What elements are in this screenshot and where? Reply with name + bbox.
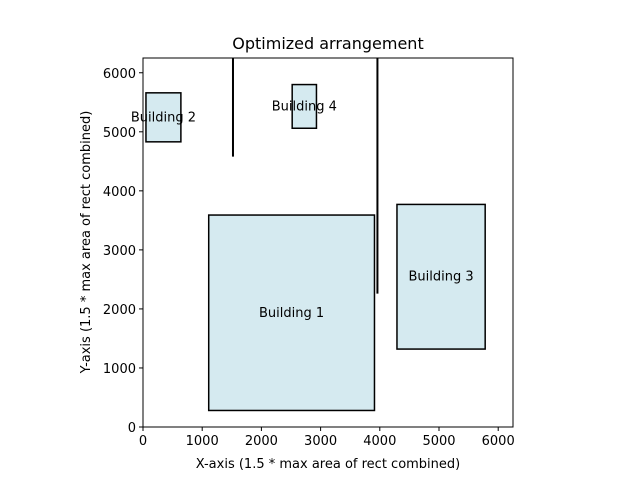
x-axis-label: X-axis (1.5 * max area of rect combined) (196, 457, 461, 472)
building-label-4: Building 4 (272, 99, 337, 114)
building-rect-3 (396, 203, 486, 350)
building-label-1: Building 1 (259, 306, 324, 321)
y-axis: 0 1000 2000 3000 4000 5000 6000 (103, 67, 143, 436)
y-tick-label: 0 (128, 421, 136, 436)
building-label-3: Building 3 (409, 270, 474, 285)
building-rect-4 (291, 83, 318, 130)
building-label-2: Building 2 (131, 110, 196, 125)
x-tick-label: 5000 (422, 434, 455, 449)
x-tick-label: 2000 (245, 434, 278, 449)
x-tick-label: 6000 (482, 434, 515, 449)
plot-frame (142, 57, 514, 428)
chart-title: Optimized arrangement (232, 34, 423, 53)
y-tick-label: 3000 (103, 244, 136, 259)
y-tick-label: 5000 (103, 126, 136, 141)
x-axis: 0 1000 2000 3000 4000 5000 6000 (139, 427, 515, 449)
y-tick-label: 4000 (103, 185, 136, 200)
x-tick-label: 0 (139, 434, 147, 449)
building-rect-2 (145, 92, 182, 143)
x-tick-label: 1000 (186, 434, 219, 449)
y-axis-label: Y-axis (1.5 * max area of rect combined) (79, 111, 94, 375)
y-tick-label: 6000 (103, 67, 136, 82)
plot-area: Building 1 Building 2 Building 3 Building 4 (131, 58, 486, 412)
building-rect-1 (207, 214, 376, 412)
x-tick-label: 3000 (304, 434, 337, 449)
y-tick-label: 2000 (103, 303, 136, 318)
x-tick-label: 4000 (363, 434, 396, 449)
y-tick-label: 1000 (103, 362, 136, 377)
